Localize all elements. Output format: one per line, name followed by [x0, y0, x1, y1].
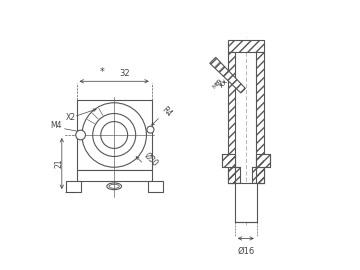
Bar	[256, 52, 264, 183]
Bar	[228, 167, 240, 183]
Circle shape	[147, 126, 154, 133]
Text: Ø16: Ø16	[237, 247, 255, 255]
Circle shape	[76, 130, 85, 140]
Circle shape	[82, 103, 147, 167]
Text: Ø30: Ø30	[143, 150, 160, 168]
Bar	[256, 154, 270, 167]
Bar	[148, 181, 163, 192]
Text: *: *	[100, 67, 104, 77]
Bar	[77, 100, 152, 170]
Text: 21: 21	[54, 159, 63, 168]
Bar	[235, 183, 257, 222]
Bar	[228, 167, 240, 183]
Text: 32: 32	[120, 69, 130, 78]
Bar	[256, 52, 264, 183]
Text: R4: R4	[160, 104, 174, 118]
Text: M4: M4	[51, 121, 62, 130]
Bar	[228, 40, 264, 52]
Bar	[252, 167, 264, 183]
Polygon shape	[210, 57, 246, 93]
Text: M8: M8	[212, 79, 222, 90]
Bar	[222, 154, 235, 167]
Bar	[222, 154, 235, 167]
Circle shape	[93, 113, 136, 157]
Text: X2: X2	[66, 113, 76, 122]
Bar	[228, 40, 264, 52]
Bar	[228, 52, 235, 183]
Ellipse shape	[109, 184, 119, 188]
Text: 9: 9	[216, 78, 224, 85]
Bar	[252, 167, 264, 183]
Bar	[256, 154, 270, 167]
Bar	[66, 181, 81, 192]
Ellipse shape	[107, 183, 122, 190]
Circle shape	[101, 122, 128, 148]
Bar	[77, 170, 152, 181]
Bar	[228, 52, 235, 183]
